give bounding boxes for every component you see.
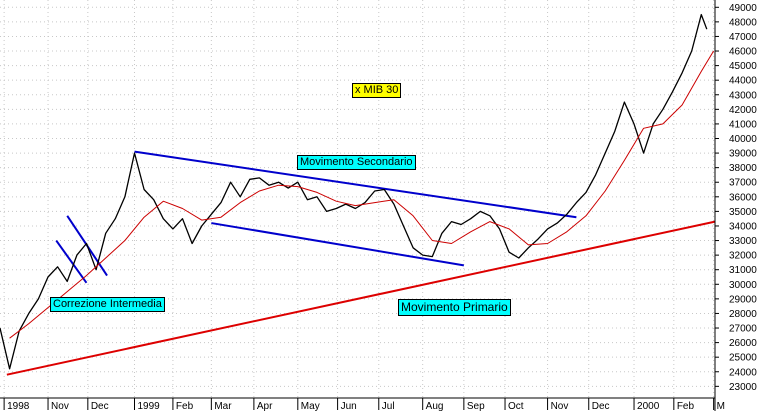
y-tick-label: 44000	[729, 76, 757, 87]
x-tick-label: Mar	[214, 401, 232, 411]
x-tick-label: 1998	[7, 401, 30, 411]
x-tick-label: Oct	[508, 401, 524, 411]
y-tick-label: 29000	[729, 294, 757, 305]
y-tick-label: 24000	[729, 367, 757, 378]
x-tick-label: Nov	[551, 401, 569, 411]
y-tick-label: 47000	[729, 32, 757, 43]
chart-title: x MIB 30	[352, 83, 402, 98]
series	[0, 13, 715, 370]
y-tick-label: 27000	[729, 324, 757, 335]
annotation-movimento-primario: Movimento Primario	[398, 299, 511, 316]
x-tick-label: Dec	[91, 401, 109, 411]
y-tick-label: 39000	[729, 149, 757, 160]
y-tick-label: 36000	[729, 192, 757, 203]
y-axis-ticks: 23000 24000 25000 26000 27000 28000 29000 30000…	[715, 3, 757, 393]
grid	[0, 0, 715, 398]
y-tick-label: 28000	[729, 309, 757, 320]
y-tick-label: 25000	[729, 353, 757, 364]
y-tick-label: 31000	[729, 265, 757, 276]
x-tick-label: Nov	[51, 401, 69, 411]
trendlines	[6, 150, 716, 376]
y-tick-label: 23000	[729, 382, 757, 393]
trendline	[6, 220, 716, 376]
y-tick-label: 37000	[729, 178, 757, 189]
x-tick-label: M	[717, 401, 725, 411]
x-tick-label: Jun	[341, 401, 357, 411]
y-tick-label: 26000	[729, 338, 757, 349]
y-tick-label: 45000	[729, 61, 757, 72]
annotation-movimento-secondario: Movimento Secondario	[297, 155, 416, 170]
y-tick-label: 42000	[729, 105, 757, 116]
x-tick-label: Sep	[467, 401, 485, 411]
x-tick-label: 2000	[637, 401, 660, 411]
annotation-correzione-intermedia: Correzione Intermedia	[50, 297, 165, 312]
x-tick-label: Jul	[382, 401, 395, 411]
y-tick-label: 43000	[729, 90, 757, 101]
y-tick-label: 38000	[729, 163, 757, 174]
y-tick-label: 41000	[729, 119, 757, 130]
trendline	[211, 222, 465, 267]
x-tick-label: Dec	[592, 401, 610, 411]
trendline	[134, 150, 577, 219]
y-tick-label: 33000	[729, 236, 757, 247]
y-tick-label: 35000	[729, 207, 757, 218]
y-tick-label: 49000	[729, 3, 757, 14]
y-tick-label: 48000	[729, 17, 757, 28]
x-tick-label: Feb	[176, 401, 194, 411]
y-tick-label: 30000	[729, 280, 757, 291]
price-series-line	[0, 13, 708, 370]
y-tick-label: 46000	[729, 47, 757, 58]
x-axis-ticks: 1998 Nov Dec 1999 Feb Mar Apr May Jun Jul Aug Sep Oc…	[3, 398, 725, 411]
trendline	[55, 239, 88, 284]
x-tick-label: Aug	[426, 401, 444, 411]
x-tick-label: Apr	[257, 401, 273, 411]
x-tick-label: 1999	[137, 401, 160, 411]
moving-average-line	[9, 50, 715, 339]
y-tick-label: 32000	[729, 251, 757, 262]
x-tick-label: Feb	[677, 401, 695, 411]
x-tick-label: May	[301, 401, 320, 411]
y-tick-label: 34000	[729, 221, 757, 232]
y-tick-label: 40000	[729, 134, 757, 145]
